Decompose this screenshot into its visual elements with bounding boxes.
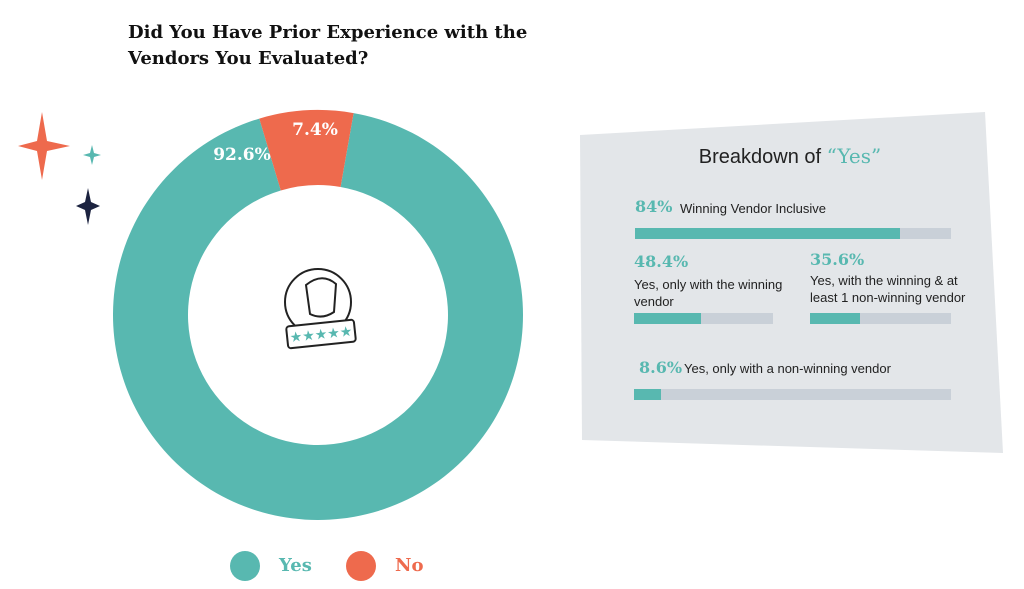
bar-track (635, 228, 951, 239)
chart-title: Did You Have Prior Experience with the V… (128, 22, 528, 69)
value-label: 8.6% (639, 358, 683, 377)
value-label: 48.4% (634, 252, 689, 271)
category-label: Yes, only with the winning vendor (634, 277, 783, 309)
legend: Yes No (230, 551, 423, 581)
icon-head (304, 277, 338, 318)
value-label: 35.6% (810, 250, 865, 269)
star (83, 145, 101, 165)
bar (810, 313, 861, 324)
legend-swatch (230, 551, 260, 581)
bar-track (634, 389, 951, 400)
icon-badge (285, 318, 357, 350)
breakdown-title-emphasis: “Yes” (826, 144, 882, 168)
category-label: Winning Vendor Inclusive (680, 201, 826, 216)
slice-label: 7.4% (292, 120, 338, 140)
slice-label: 92.6% (213, 145, 271, 165)
bar-track (634, 313, 773, 324)
value-label: 84% (635, 197, 673, 216)
breakdown-panel (580, 112, 1003, 453)
legend-label: No (395, 555, 423, 576)
star (18, 112, 70, 180)
decor-stars (18, 112, 101, 225)
donut-slice (113, 113, 524, 520)
bar (634, 313, 702, 324)
breakdown-title: Breakdown of “Yes” (640, 144, 940, 169)
legend-swatch (346, 551, 376, 581)
category-label: Yes, with the winning & at least 1 non-w… (810, 273, 966, 305)
donut: 92.6% 7.4% (113, 110, 524, 520)
icon-stars: ★★★★★ (289, 323, 353, 345)
category-label: Yes, only with a non-winning vendor (684, 361, 891, 376)
star (76, 188, 100, 225)
bar-track (810, 313, 951, 324)
bar (634, 389, 662, 400)
breakdown-title-text: Breakdown of (698, 146, 822, 168)
donut-slice (259, 110, 354, 191)
center-icon: ★★★★★ (284, 268, 357, 350)
bar (635, 228, 901, 239)
legend-label: Yes (278, 555, 312, 576)
